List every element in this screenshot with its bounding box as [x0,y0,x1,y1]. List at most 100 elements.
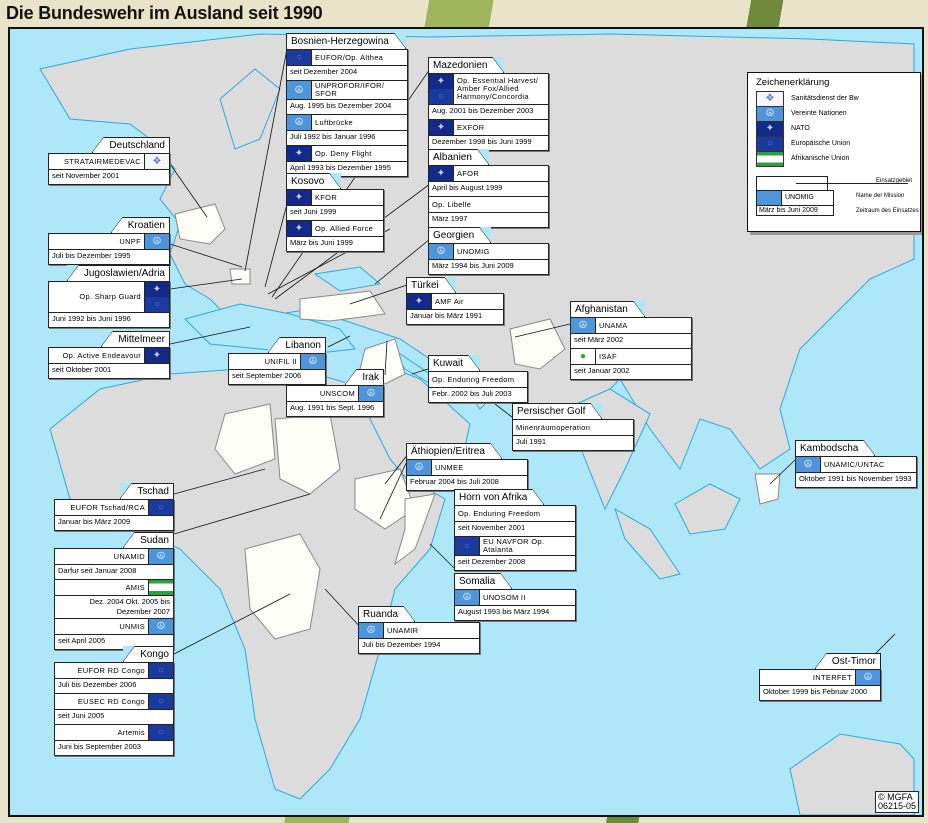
legend-item-label: Vereinte Nationen [791,110,847,117]
mission-box-albanien: Albanien ✦ AFOR April bis August 1999 Op. Li… [428,149,549,228]
mission-period: März 1994 bis Juni 2009 [432,261,514,270]
mission-row: ✦ AFOR [429,166,548,182]
mission-name: UNAMID [113,551,145,561]
mission-period: seit November 2001 [52,171,120,180]
legend-label-period: Zeitraum des Einsatzes [856,208,919,214]
legend-item-label: Sanitätsdienst der Bw [791,95,859,102]
mission-row: ☮ Luftbrücke [287,115,407,131]
mission-box-horn-von-afrika: Horn von Afrika Op. Enduring Freedom seit … [454,489,576,571]
mission-name: EU NAVFOR Op. Atalanta [483,537,545,554]
area-ethiopia [354,468,416,530]
mission-box-kambodscha: Kambodscha ☮ UNAMIC/UNTAC Oktober 1991 bis … [795,440,917,488]
mission-period: seit Oktober 2001 [52,365,112,374]
un-emblem-icon: ☮ [856,670,880,685]
mission-row: ☮ UNAMID [55,549,173,565]
mission-name: INTERFET [812,672,852,682]
mission-period: seit Januar 2002 [574,366,630,375]
un-emblem-icon: ☮ [287,115,311,130]
mission-box-bosnien-herzegowina: Bosnien-Herzegowina ○ EUFOR/Op. Althea seit… [286,33,408,177]
area-congo [244,533,321,640]
organisation-icons: ☮ [148,549,173,564]
legend-example-date: März bis Juni 2009 [759,207,818,214]
eu-stars-icon: ○ [455,537,479,555]
mission-row: AMIS [55,580,173,596]
mission-period: Aug. 1991 bis Sept. 1996 [290,403,375,412]
mission-name: Op. Enduring Freedom [458,508,541,518]
connector-line [169,326,251,345]
mission-box-irak: Irak ☮ UNSCOM Aug. 1991 bis Sept. 1996 [286,369,384,417]
mission-name: UNMIS [119,621,145,631]
mission-box-kroatien: Kroatien ☮ UNPF Juli bis Dezember 1995 [48,217,170,265]
country-label: Türkei [406,277,456,293]
mission-period: Darfur seit Januar 2008 [55,565,173,580]
copyright-line: © MGFA [877,792,913,802]
legend-label-area: Einsatzgebiet [876,178,913,184]
connector-line [173,493,311,535]
organisation-icons: ☮ [796,457,821,472]
mission-name: Op. Libelle [432,199,472,209]
organisation-icons: ✦ ○ [144,282,169,312]
mission-period: Juli 1992 bis Januar 1996 [287,131,407,146]
landmass-scandinavia [219,68,281,150]
eu-stars-icon: ○ [149,500,173,515]
mission-period: Aug. 2001 bis Dezember 2003 [429,105,548,120]
country-label: Kosovo [286,173,342,189]
mission-name: AFOR [457,168,480,178]
country-label: Ost-Timor [814,653,881,669]
mission-row: ☮ UNMEE [407,460,527,476]
mission-name: Op. Enduring Freedom [432,374,515,384]
country-label: Äthiopien/Eritrea [406,443,502,459]
mission-row: ○ EUSEC RD Congo [55,694,173,710]
mission-row: ✦ ○ Op. Sharp Guard [49,282,169,313]
organisation-icons: ☮ [144,234,169,249]
country-label: Kuwait [428,355,481,371]
mission-period: Oktober 1991 bis November 1993 [799,474,912,483]
mission-name: Minenräumoperation [516,422,591,432]
mission-row: ☮ UNIFIL II [229,354,325,370]
mission-period: Oktober 1999 bis Februar 2000 [763,687,868,696]
connector-line [874,633,896,655]
area-chad [214,403,276,475]
country-label: Tschad [120,483,174,499]
mission-period: April bis August 1999 [429,182,548,197]
connector-line [379,458,409,520]
legend-item: ☮ Vereinte Nationen [756,105,920,122]
copyright: © MGFA 06215-05 [874,791,919,813]
un-emblem-icon: ☮ [455,590,479,605]
mission-row: ☮ UNAMIC/UNTAC [796,457,916,473]
organisation-icons: ○ [148,725,173,740]
mission-row: ○ EUFOR Tschad/RCA [55,500,173,516]
legend-item-label: Europäische Union [791,140,851,147]
country-label: Horn von Afrika [454,489,545,505]
mission-name: UNAMA [599,320,628,330]
mission-name: EUSEC RD Congo [77,696,145,706]
copyright-number: 06215-05 [877,801,916,811]
mission-box-mazedonien: Mazedonien ✦ ○ Op. Essential Harvest/ Amber… [428,57,549,151]
un-emblem-icon: ☮ [359,386,383,401]
mission-box-ruanda: Ruanda ☮ UNAMIR Juli bis Dezember 1994 [358,606,480,654]
mission-period: seit Juni 2005 [55,710,173,725]
mission-row: Op. Enduring Freedom [455,506,575,522]
organisation-icons: ☮ [287,115,312,130]
un-emblem-icon: ☮ [796,457,820,472]
organisation-icons: ○ [148,500,173,515]
mission-name: EUFOR RD Congo [77,665,145,675]
mission-name: UNOMIG [457,246,490,256]
connector-line [384,453,409,485]
mission-row: ☮ UNMIS [55,619,173,635]
mission-row: ○ EUFOR RD Congo [55,663,173,679]
country-label: Kambodscha [795,440,876,456]
organisation-icons: ✦ [287,190,312,205]
mission-name: UNPROFOR/IFOR/ SFOR [315,81,385,98]
nato-star-icon: ✦ [756,120,784,137]
african-union-flag-icon [149,580,173,595]
mission-period: Januar bis März 1991 [410,311,483,320]
mission-row: ✦ Op. Active Endeavour [49,348,169,364]
connector-line [324,588,363,630]
mission-period: Aug. 1995 bis Dezember 2004 [287,100,407,115]
mission-period: August 1993 bis März 1994 [458,607,550,616]
country-label: Jugoslawien/Adria [66,265,170,281]
connector-line [169,163,208,218]
medical-service-icon: ❖ [756,90,784,107]
organisation-icons: ☮ [455,590,480,605]
